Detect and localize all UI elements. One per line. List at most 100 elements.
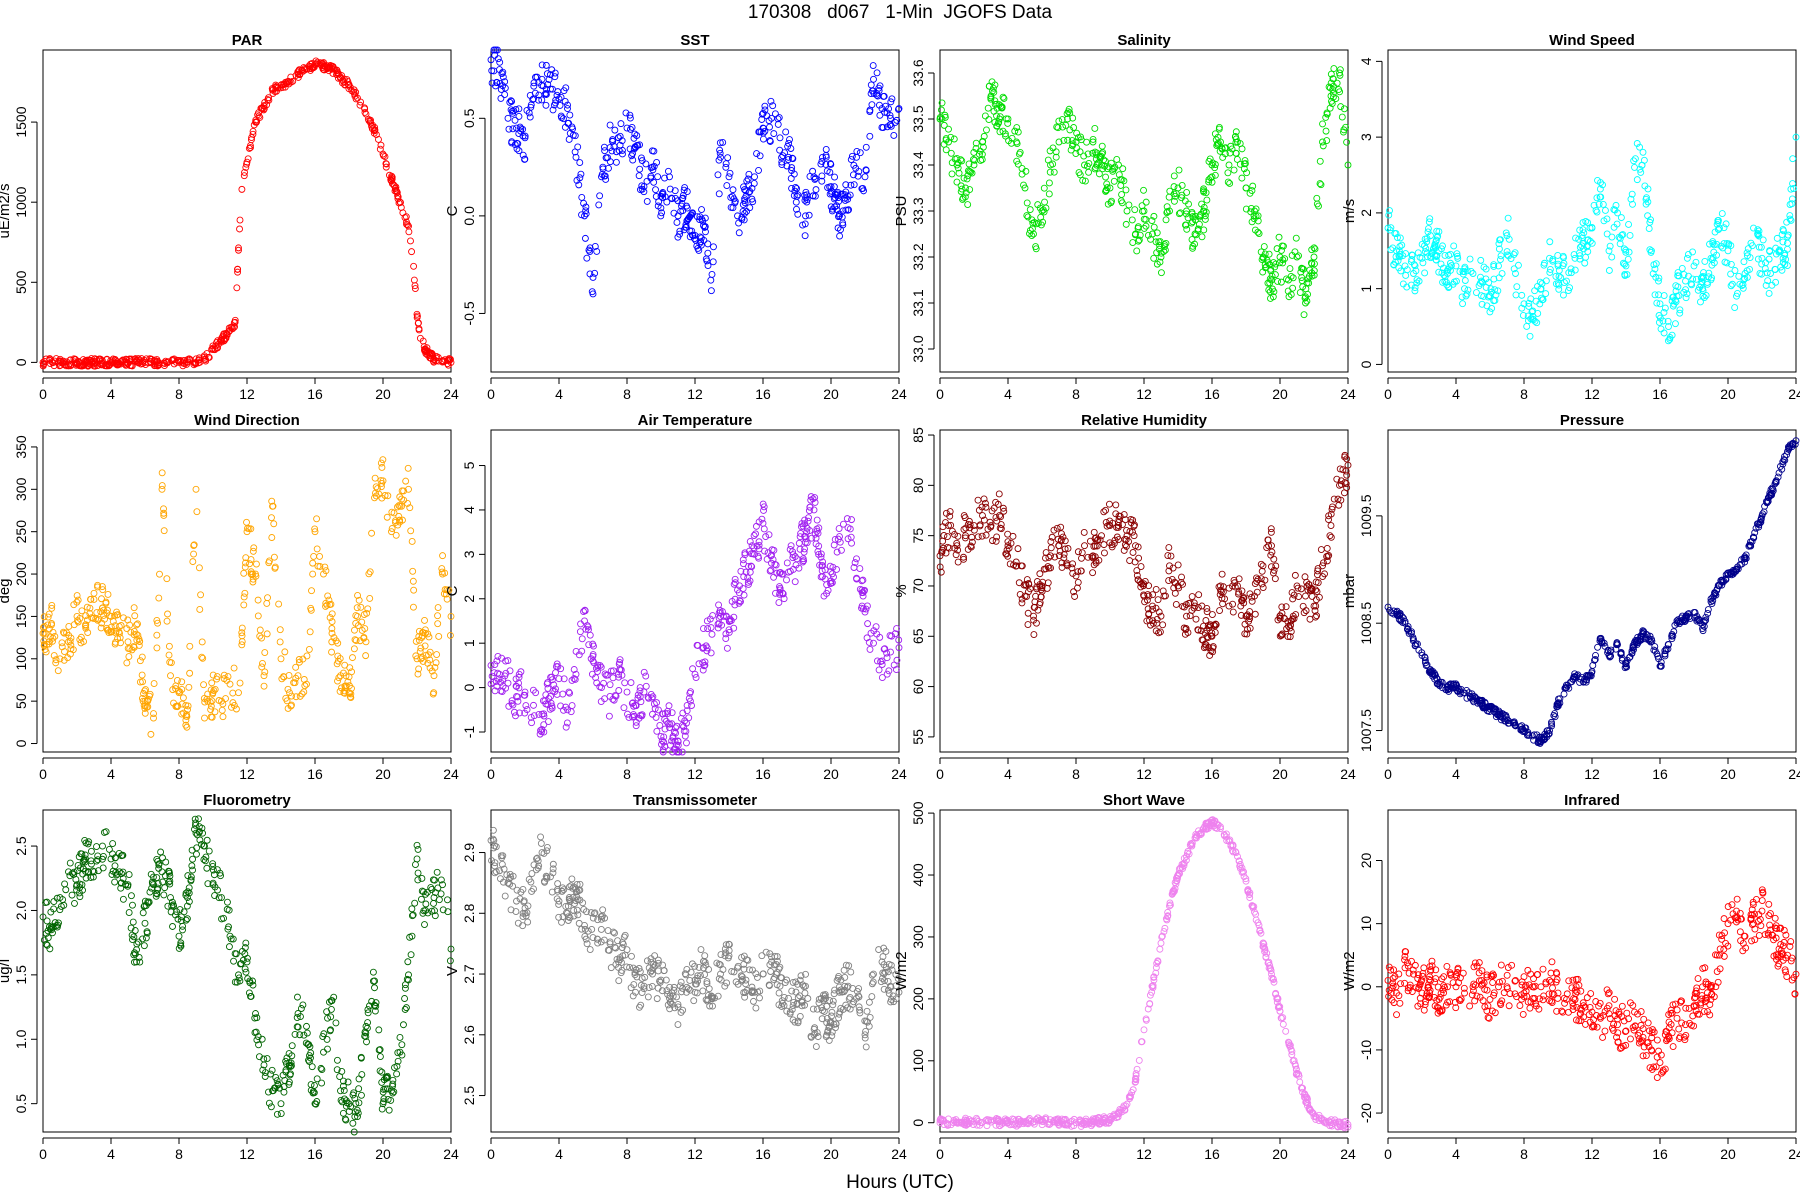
data-point bbox=[552, 669, 559, 677]
data-point bbox=[966, 186, 974, 193]
data-point bbox=[538, 96, 546, 104]
data-point bbox=[853, 555, 860, 563]
data-point bbox=[1743, 267, 1751, 275]
data-point bbox=[753, 150, 760, 158]
data-point bbox=[185, 683, 193, 691]
data-point bbox=[1313, 194, 1321, 202]
y-tick-label: 70 bbox=[910, 578, 926, 594]
data-point bbox=[499, 68, 507, 76]
data-point bbox=[873, 69, 881, 77]
data-point bbox=[1491, 286, 1499, 294]
data-point bbox=[746, 204, 754, 212]
data-point bbox=[234, 265, 242, 273]
data-point bbox=[1532, 297, 1540, 305]
data-point bbox=[388, 180, 396, 188]
data-point bbox=[270, 520, 278, 528]
data-point bbox=[1461, 277, 1469, 284]
x-tick-label: 0 bbox=[487, 766, 495, 782]
data-point bbox=[827, 160, 835, 168]
data-point bbox=[1697, 298, 1704, 306]
data-point bbox=[1093, 151, 1100, 159]
data-point bbox=[1232, 149, 1240, 157]
data-point bbox=[1660, 329, 1668, 337]
data-point bbox=[1131, 231, 1139, 239]
data-point bbox=[687, 211, 695, 219]
data-point bbox=[190, 550, 198, 558]
y-tick-label: 3 bbox=[1358, 133, 1374, 141]
data-point bbox=[550, 101, 558, 109]
data-point bbox=[52, 355, 60, 363]
data-point bbox=[1676, 306, 1684, 314]
data-point bbox=[1040, 208, 1048, 216]
data-point bbox=[1592, 206, 1600, 214]
data-point bbox=[1100, 508, 1108, 516]
data-point bbox=[1495, 262, 1502, 270]
data-point bbox=[1595, 200, 1603, 208]
data-point bbox=[163, 575, 171, 583]
data-point bbox=[415, 325, 423, 333]
data-point bbox=[1247, 204, 1255, 212]
data-point bbox=[1319, 142, 1327, 150]
data-point bbox=[368, 529, 376, 537]
data-point bbox=[1273, 245, 1281, 253]
data-point bbox=[1140, 186, 1147, 194]
data-point bbox=[591, 242, 599, 250]
y-tick-label: 33.3 bbox=[910, 197, 926, 224]
data-point bbox=[1447, 250, 1454, 258]
data-point bbox=[350, 88, 358, 96]
data-point bbox=[1300, 311, 1308, 319]
data-point bbox=[564, 101, 572, 109]
data-point bbox=[760, 506, 767, 514]
data-point bbox=[1271, 263, 1279, 271]
data-point bbox=[1042, 549, 1050, 557]
data-point bbox=[515, 105, 523, 113]
data-point bbox=[970, 149, 978, 156]
data-point bbox=[878, 124, 886, 131]
data-point bbox=[408, 248, 416, 256]
data-point bbox=[1435, 268, 1443, 276]
data-point bbox=[261, 668, 269, 676]
data-point bbox=[805, 211, 813, 219]
data-point bbox=[1755, 243, 1763, 251]
data-point bbox=[362, 1022, 370, 1030]
data-point bbox=[559, 115, 567, 123]
figure-title: 170308 d067 1-Min JGOFS Data bbox=[747, 2, 1053, 23]
data-point bbox=[1395, 247, 1403, 255]
data-point bbox=[530, 82, 538, 90]
data-point bbox=[873, 91, 881, 99]
data-point bbox=[366, 568, 374, 576]
data-point bbox=[439, 552, 447, 560]
data-point bbox=[752, 522, 760, 530]
y-axis-label: mbar bbox=[1341, 574, 1358, 608]
data-point bbox=[494, 55, 502, 63]
data-point bbox=[1122, 186, 1130, 194]
data-point bbox=[751, 173, 758, 181]
data-point bbox=[1265, 286, 1273, 294]
data-point bbox=[856, 149, 864, 157]
data-point bbox=[1264, 536, 1272, 544]
data-point bbox=[1206, 155, 1214, 163]
data-point bbox=[515, 130, 523, 138]
data-point bbox=[153, 358, 160, 366]
data-point bbox=[1289, 274, 1297, 282]
data-point bbox=[1491, 297, 1499, 304]
plot-frame bbox=[1387, 49, 1797, 373]
data-point bbox=[261, 99, 269, 106]
data-point bbox=[1287, 291, 1295, 299]
data-point bbox=[606, 121, 614, 129]
data-point bbox=[1201, 212, 1209, 220]
data-point bbox=[759, 129, 767, 137]
data-point bbox=[1754, 255, 1762, 263]
data-point bbox=[1576, 252, 1584, 260]
data-point bbox=[577, 170, 585, 178]
data-point bbox=[236, 679, 244, 687]
data-point bbox=[950, 135, 958, 143]
data-point bbox=[153, 631, 161, 639]
data-point bbox=[996, 128, 1004, 136]
data-point bbox=[333, 66, 341, 74]
data-point bbox=[1518, 291, 1526, 299]
data-point bbox=[392, 531, 400, 539]
data-point bbox=[1401, 262, 1409, 270]
data-point bbox=[774, 115, 782, 123]
